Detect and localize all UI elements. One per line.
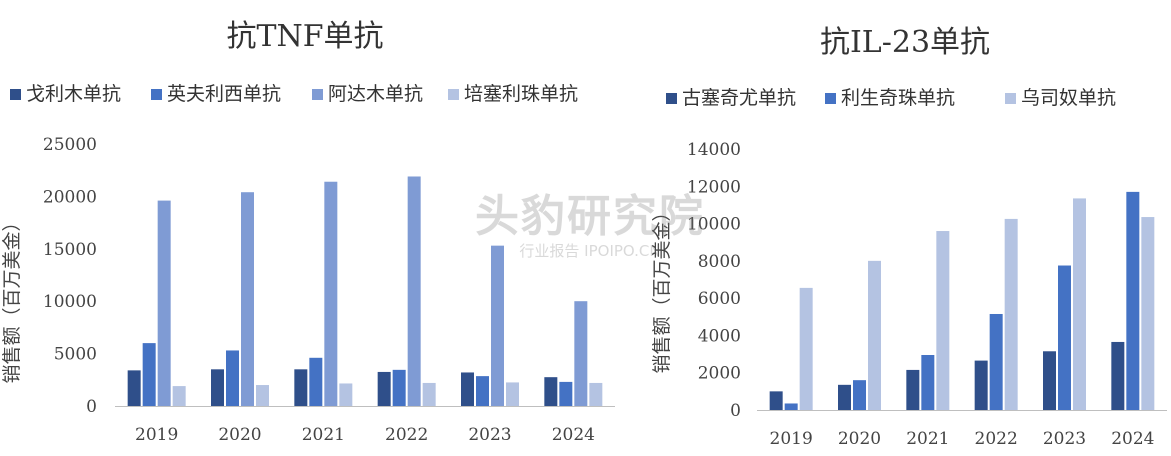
x-tick-label: 2019 (135, 425, 178, 445)
legend-swatch (10, 89, 21, 100)
x-tick-label: 2024 (1111, 429, 1154, 449)
x-tick-label: 2024 (552, 425, 595, 445)
x-tick-label: 2021 (302, 425, 345, 445)
chart-tnf: 抗TNF单抗 戈利木单抗 英夫利西单抗 阿达木单抗 培塞利珠单抗 销售额（百万美金） … (1, 19, 615, 445)
bar (769, 391, 783, 410)
bar (172, 386, 186, 406)
y-tick-label: 5000 (54, 345, 97, 365)
bar (476, 376, 489, 406)
bar (853, 380, 866, 410)
y-axis-title: 销售额（百万美金） (651, 202, 673, 373)
legend-swatch (151, 89, 162, 100)
y-axis-title: 销售额（百万美金） (1, 212, 23, 383)
legend: 古塞奇尤单抗 利生奇珠单抗 乌司奴单抗 (666, 87, 1116, 109)
bar (799, 287, 813, 410)
bar (989, 313, 1003, 410)
bar (461, 372, 474, 406)
legend-swatch (666, 93, 677, 104)
legend-label: 乌司奴单抗 (1021, 87, 1116, 109)
x-tick-label: 2022 (975, 429, 1018, 449)
x-tick-label: 2020 (838, 429, 881, 449)
bar (544, 377, 558, 406)
y-tick-label: 0 (86, 397, 97, 417)
bar (921, 355, 935, 410)
bar (422, 382, 436, 406)
bar (241, 192, 254, 406)
y-tick-label: 8000 (698, 252, 741, 272)
bar (974, 360, 988, 410)
bar (1058, 265, 1071, 410)
legend-swatch (312, 89, 323, 100)
bar (1043, 351, 1056, 410)
y-tick-label: 6000 (698, 289, 741, 309)
legend-label: 戈利木单抗 (26, 83, 121, 105)
bar (1004, 218, 1018, 410)
bar (1073, 198, 1086, 410)
y-axis-label: 销售额（百万美金） (651, 202, 673, 373)
y-tick-label: 25000 (43, 135, 97, 155)
chart-il23: 抗IL-23单抗 古塞奇尤单抗 利生奇珠单抗 乌司奴单抗 销售额（百万美金） 0 20… (651, 25, 1167, 449)
bar (1111, 341, 1125, 410)
x-tick-label: 2020 (218, 425, 261, 445)
bar (377, 371, 391, 406)
bar (1141, 217, 1155, 410)
x-tick-label: 2021 (906, 429, 949, 449)
y-tick-label: 10000 (43, 292, 97, 312)
bar (906, 369, 920, 410)
y-tick-label: 15000 (43, 240, 97, 260)
chart-title: 抗TNF单抗 (226, 19, 383, 54)
bar (868, 260, 881, 410)
bar (574, 301, 588, 406)
bar (294, 369, 308, 406)
x-axis-ticks: 2019 2020 2021 2022 2023 2024 (135, 425, 595, 445)
bars (127, 176, 603, 406)
bar (157, 200, 171, 406)
legend-label: 英夫利西单抗 (167, 83, 281, 105)
bar (589, 382, 603, 406)
x-axis-ticks: 2019 2020 2021 2022 2023 2024 (770, 429, 1155, 449)
legend-swatch (1005, 93, 1016, 104)
y-tick-label: 12000 (687, 177, 741, 197)
bar (838, 384, 851, 410)
x-tick-label: 2023 (468, 425, 511, 445)
y-tick-label: 0 (730, 401, 741, 421)
bar (491, 245, 504, 406)
legend-label: 培塞利珠单抗 (464, 83, 578, 105)
y-tick-label: 4000 (698, 326, 741, 346)
x-tick-label: 2022 (385, 425, 428, 445)
bar (226, 350, 239, 406)
legend-swatch (448, 89, 459, 100)
bar (506, 382, 519, 406)
legend-label: 利生奇珠单抗 (841, 87, 955, 109)
x-tick-label: 2023 (1043, 429, 1086, 449)
y-tick-label: 14000 (687, 140, 741, 160)
y-tick-label: 10000 (687, 215, 741, 235)
legend-swatch (825, 93, 836, 104)
chart-title: 抗IL-23单抗 (820, 25, 990, 60)
legend-label: 阿达木单抗 (328, 83, 423, 105)
y-axis-ticks: 0 5000 10000 15000 20000 25000 (43, 135, 97, 417)
bar (211, 369, 224, 406)
x-tick-label: 2019 (770, 429, 813, 449)
y-tick-label: 2000 (698, 364, 741, 384)
bar (784, 403, 798, 410)
y-axis-label: 销售额（百万美金） (1, 212, 23, 383)
bars (769, 191, 1155, 410)
legend-label: 古塞奇尤单抗 (682, 87, 796, 109)
legend: 戈利木单抗 英夫利西单抗 阿达木单抗 培塞利珠单抗 (10, 83, 578, 105)
bar (407, 176, 421, 406)
bar (392, 369, 406, 406)
bar (256, 385, 269, 406)
y-tick-label: 20000 (43, 187, 97, 207)
bar (339, 383, 353, 406)
bar (142, 343, 156, 406)
bar (309, 357, 323, 406)
y-axis-ticks: 0 2000 4000 6000 8000 10000 12000 14000 (687, 140, 741, 421)
bar (127, 370, 141, 406)
bar (1126, 191, 1140, 410)
bar (559, 381, 573, 406)
bar (324, 181, 338, 406)
bar (936, 231, 950, 410)
